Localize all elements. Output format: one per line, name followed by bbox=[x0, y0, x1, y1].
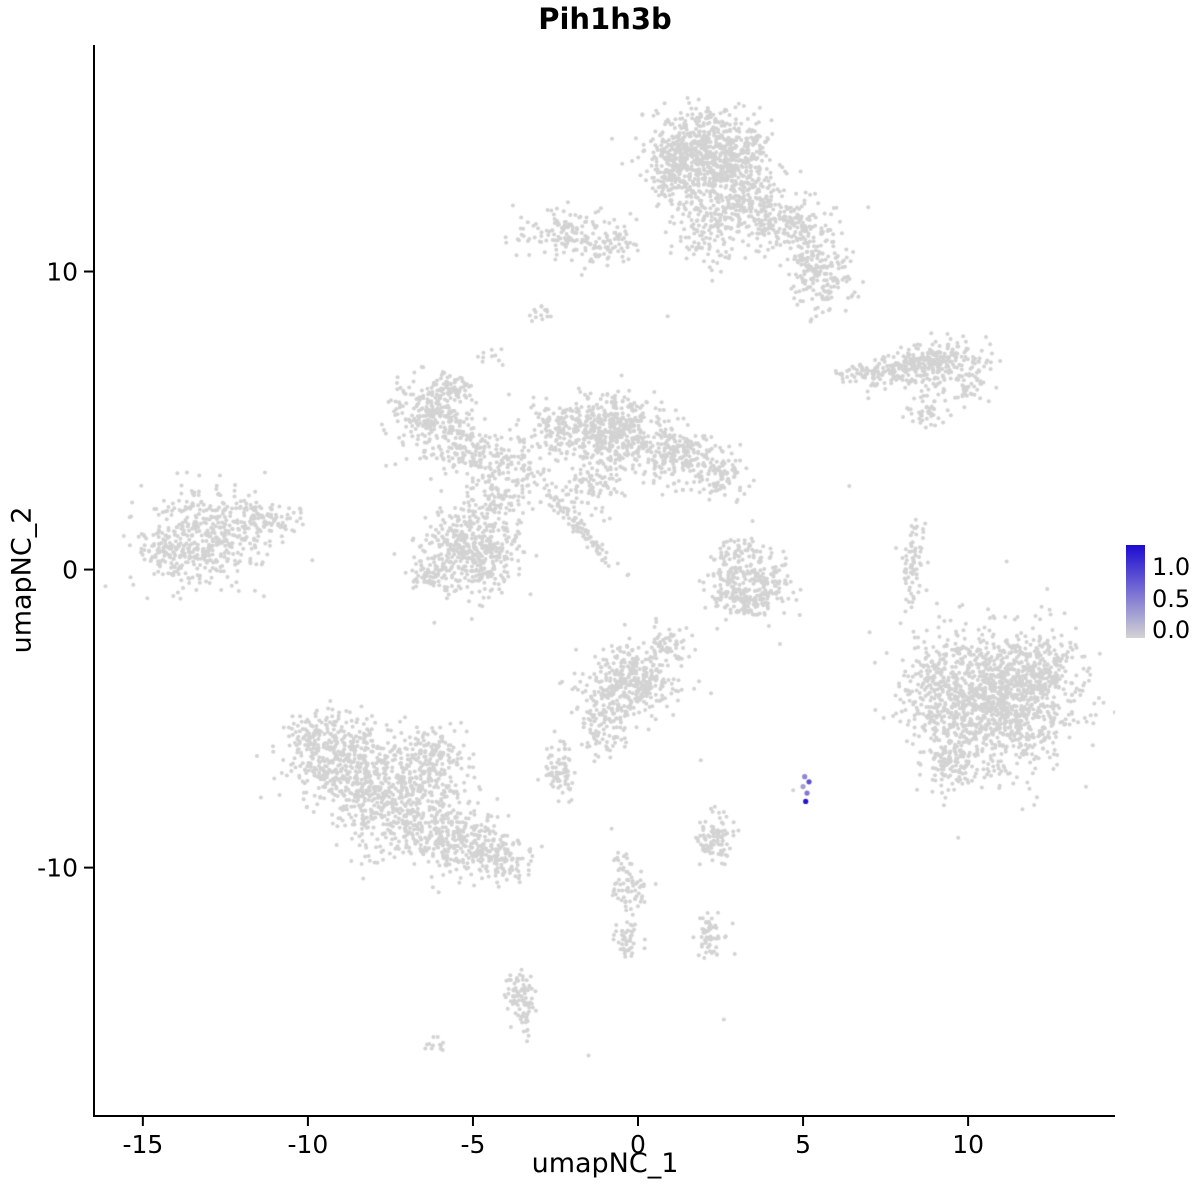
x-axis-title: umapNC_1 bbox=[531, 1148, 679, 1179]
colorbar-gradient bbox=[1126, 545, 1145, 638]
x-tick-label: 10 bbox=[952, 1130, 984, 1159]
x-tick-label: 5 bbox=[795, 1130, 811, 1159]
legend-tick-label: 0.5 bbox=[1152, 584, 1191, 613]
x-tick-label: 0 bbox=[630, 1130, 646, 1159]
legend-tick-label: 1.0 bbox=[1152, 553, 1191, 582]
legend-tick-label: 0.0 bbox=[1152, 616, 1191, 645]
y-tick-label: 10 bbox=[46, 258, 78, 287]
x-tick-label: -10 bbox=[287, 1130, 328, 1159]
x-tick-label: -5 bbox=[460, 1130, 485, 1159]
x-tick-label: -15 bbox=[122, 1130, 163, 1159]
y-axis-title: umapNC_2 bbox=[6, 506, 38, 654]
y-tick-label: 0 bbox=[62, 556, 78, 585]
y-tick-label: -10 bbox=[37, 854, 78, 883]
plot-title: Pih1h3b bbox=[538, 2, 672, 36]
